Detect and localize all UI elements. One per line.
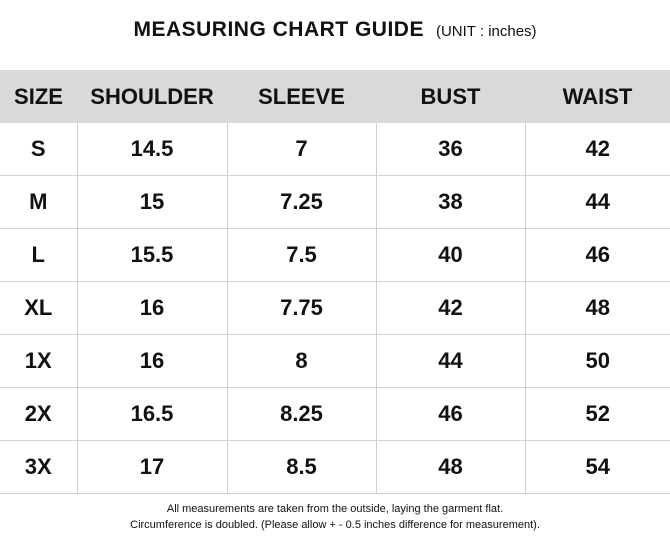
table-row: XL 16 7.75 42 48 <box>0 281 670 335</box>
cell-waist: 48 <box>525 281 670 335</box>
table-header-row: SIZE SHOULDER SLEEVE BUST WAIST <box>0 70 670 123</box>
cell-bust: 42 <box>376 281 526 335</box>
cell-shoulder: 14.5 <box>77 123 228 176</box>
cell-sleeve: 8 <box>227 334 377 388</box>
cell-bust: 38 <box>376 175 526 229</box>
cell-waist: 54 <box>525 440 670 494</box>
cell-bust: 44 <box>376 334 526 388</box>
footer-line-2: Circumference is doubled. (Please allow … <box>130 519 540 531</box>
cell-waist: 50 <box>525 334 670 388</box>
unit-label: (UNIT : inches) <box>435 23 537 40</box>
cell-bust: 36 <box>376 123 526 176</box>
cell-size: 3X <box>0 440 78 494</box>
column-header-bust: BUST <box>376 70 525 123</box>
table-row: L 15.5 7.5 40 46 <box>0 228 670 282</box>
cell-waist: 46 <box>525 228 670 282</box>
cell-waist: 52 <box>525 387 670 441</box>
column-header-size: SIZE <box>0 70 77 123</box>
page-title: MEASURING CHART GUIDE <box>133 18 424 41</box>
column-header-waist: WAIST <box>525 70 670 123</box>
cell-sleeve: 7.75 <box>227 281 377 335</box>
cell-bust: 48 <box>376 440 526 494</box>
cell-shoulder: 15 <box>77 175 228 229</box>
cell-size: XL <box>0 281 78 335</box>
table-row: 3X 17 8.5 48 54 <box>0 440 670 494</box>
footer-line-1: All measurements are taken from the outs… <box>166 503 504 515</box>
cell-sleeve: 8.5 <box>227 440 377 494</box>
title-row: MEASURING CHART GUIDE (UNIT : inches) <box>0 18 670 52</box>
column-header-sleeve: SLEEVE <box>227 70 376 123</box>
footer-note: All measurements are taken from the outs… <box>0 501 670 533</box>
table-row: 2X 16.5 8.25 46 52 <box>0 387 670 441</box>
cell-bust: 46 <box>376 387 526 441</box>
cell-sleeve: 8.25 <box>227 387 377 441</box>
cell-size: L <box>0 228 78 282</box>
cell-size: 1X <box>0 334 78 388</box>
column-header-shoulder: SHOULDER <box>77 70 227 123</box>
cell-size: 2X <box>0 387 78 441</box>
table-row: S 14.5 7 36 42 <box>0 123 670 176</box>
cell-shoulder: 15.5 <box>77 228 228 282</box>
cell-sleeve: 7.5 <box>227 228 377 282</box>
table-row: M 15 7.25 38 44 <box>0 175 670 229</box>
cell-sleeve: 7.25 <box>227 175 377 229</box>
cell-sleeve: 7 <box>227 123 377 176</box>
cell-shoulder: 16 <box>77 281 228 335</box>
cell-waist: 42 <box>525 123 670 176</box>
cell-shoulder: 16.5 <box>77 387 228 441</box>
cell-shoulder: 16 <box>77 334 228 388</box>
cell-size: M <box>0 175 78 229</box>
cell-bust: 40 <box>376 228 526 282</box>
cell-shoulder: 17 <box>77 440 228 494</box>
table-row: 1X 16 8 44 50 <box>0 334 670 388</box>
measurement-table: SIZE SHOULDER SLEEVE BUST WAIST S 14.5 7… <box>0 70 670 494</box>
cell-waist: 44 <box>525 175 670 229</box>
cell-size: S <box>0 123 78 176</box>
